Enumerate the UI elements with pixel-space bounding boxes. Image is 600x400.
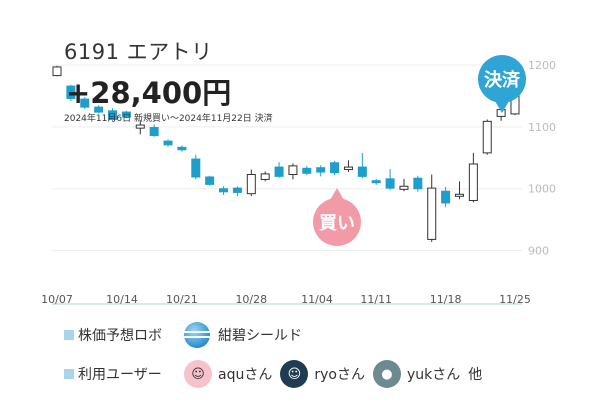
y-tick-label: 1100 — [528, 121, 556, 134]
user-name[interactable]: ryoさん — [314, 367, 365, 383]
candle-body — [191, 158, 201, 178]
candle-body — [232, 187, 242, 193]
candle-body — [108, 110, 118, 120]
profit-amount: +28,400円 — [66, 76, 232, 110]
candle-body — [482, 120, 492, 154]
candle-body — [454, 193, 464, 197]
candle-body — [135, 124, 145, 129]
candle-body — [274, 166, 284, 177]
candle-body — [177, 146, 187, 151]
candle-body — [343, 166, 353, 171]
globe-icon — [184, 322, 210, 348]
user-name[interactable]: aquさん — [218, 367, 273, 383]
owl-icon[interactable]: ● — [372, 360, 401, 388]
candle-body — [52, 66, 62, 77]
candle-body — [288, 165, 298, 176]
candle-body — [371, 180, 381, 184]
y-tick-label: 1000 — [528, 183, 556, 196]
x-tick-label: 10/28 — [235, 293, 267, 306]
x-tick-label: 11/18 — [430, 293, 462, 306]
x-tick-label: 11/11 — [360, 293, 392, 306]
buy-label: 買い — [319, 213, 355, 234]
stock-name: 6191 エアトリ — [64, 40, 213, 64]
candle-body — [246, 174, 256, 195]
x-tick-label: 11/04 — [301, 293, 333, 306]
candle-body — [94, 106, 104, 113]
sell-marker: 決済 — [478, 55, 526, 113]
candle-body — [468, 163, 478, 201]
candle-body — [330, 162, 340, 174]
buy-marker: 買い — [313, 188, 361, 246]
sell-label: 決済 — [484, 70, 520, 91]
candle-body — [80, 98, 90, 108]
candle-body — [302, 167, 312, 174]
y-tick-label: 900 — [528, 245, 549, 258]
more-users: 他 — [468, 367, 483, 383]
bullet-square — [64, 369, 74, 379]
face-icon[interactable]: ☺ — [280, 360, 309, 388]
candle-body — [441, 190, 451, 204]
candle-body — [385, 178, 395, 189]
robo-row: 株価予想ロボ 紺碧シールド — [64, 322, 302, 348]
candle-body — [357, 166, 367, 177]
candle-body — [163, 140, 173, 146]
candle-body — [66, 85, 76, 99]
users-row: 利用ユーザー ☺ aquさん ☺ ryoさん ● yukさん 他 — [64, 360, 482, 388]
robo-label: 株価予想ロボ — [78, 328, 162, 344]
candle-body — [399, 185, 409, 190]
x-tick-label: 11/25 — [499, 293, 531, 306]
candle-body — [427, 187, 437, 240]
x-tick-label: 10/07 — [41, 293, 73, 306]
candle-body — [205, 176, 215, 185]
users-label: 利用ユーザー — [78, 367, 162, 383]
candle-body — [413, 177, 423, 190]
x-tick-label: 10/21 — [166, 293, 198, 306]
candle-body — [260, 173, 270, 180]
candle-body — [149, 127, 159, 137]
y-tick-label: 1200 — [528, 59, 556, 72]
face-icon[interactable]: ☺ — [184, 360, 212, 388]
candle-body — [219, 188, 229, 193]
candle-body — [121, 111, 131, 118]
x-tick-label: 10/14 — [106, 293, 138, 306]
robo-name[interactable]: 紺碧シールド — [218, 328, 302, 344]
candle-body — [316, 167, 326, 173]
user-name[interactable]: yukさん — [406, 367, 461, 383]
bullet-square — [64, 330, 74, 340]
trade-period: 2024年11月6日 新規買い〜2024年11月22日 決済 — [64, 114, 273, 124]
